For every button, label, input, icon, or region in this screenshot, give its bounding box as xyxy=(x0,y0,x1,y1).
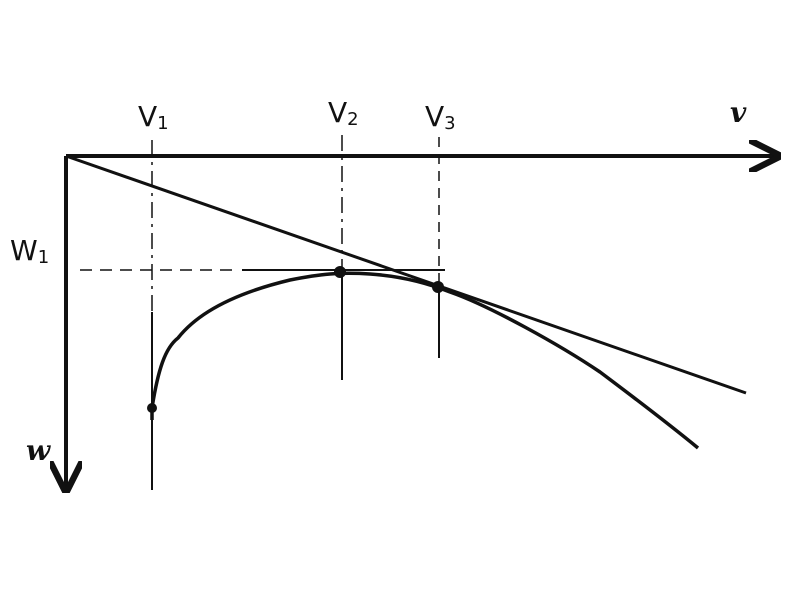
v-axis-label: v xyxy=(730,96,747,129)
v2-label: V2 xyxy=(328,96,359,130)
v1-label: V1 xyxy=(138,100,169,134)
origin-ray-line xyxy=(65,154,747,395)
characteristic-curve xyxy=(150,271,700,450)
v1-point xyxy=(147,403,157,413)
w-axis-label: w xyxy=(26,434,51,467)
v2-point xyxy=(334,266,346,278)
w1-label: W1 xyxy=(10,234,49,268)
v3-label: V3 xyxy=(425,100,456,134)
v3-point xyxy=(432,281,444,293)
